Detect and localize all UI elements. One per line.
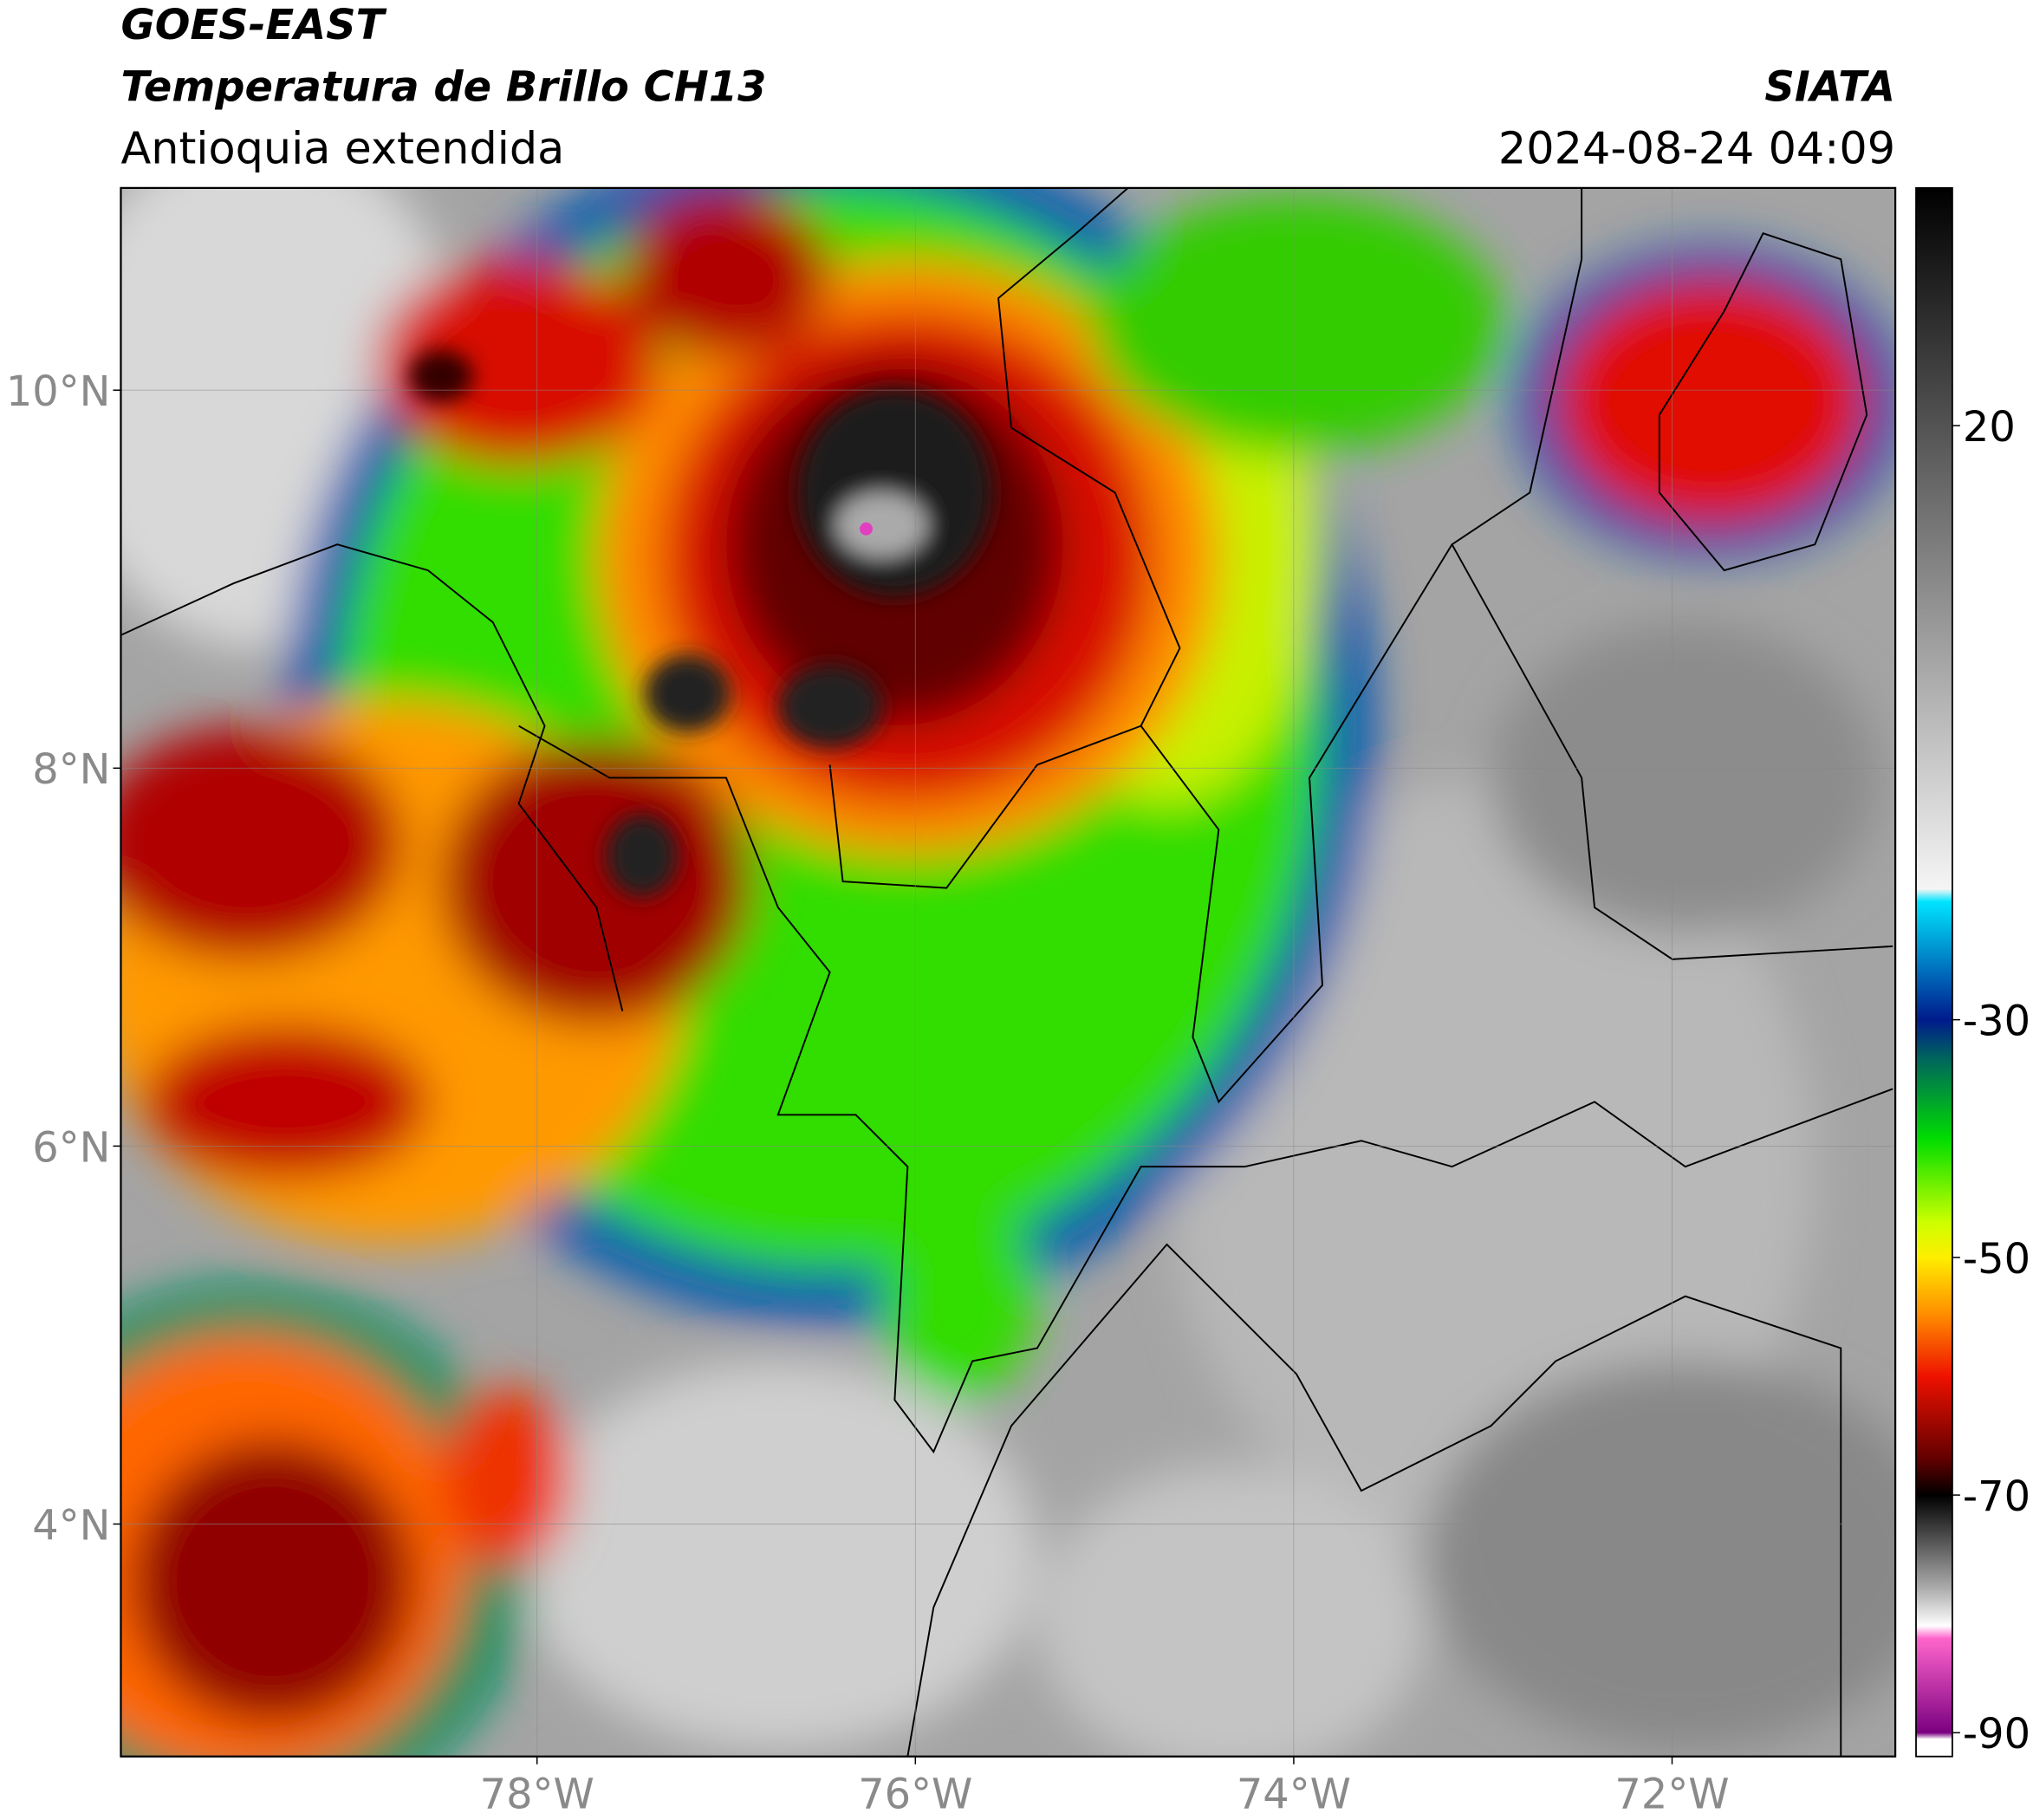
colorbar-segment: [1916, 1495, 1952, 1591]
colorbar-segment: [1916, 888, 1952, 902]
colorbar-segment: [1916, 1589, 1952, 1627]
colorbar-tick-label: 20: [1963, 404, 2016, 452]
colorbar-tick-label: -70: [1963, 1473, 2030, 1521]
map-frame: [120, 186, 1897, 1758]
colorbar-tick-label: -50: [1963, 1236, 2030, 1284]
y-tick-label: 4°N: [32, 1502, 110, 1550]
colorbar-segment: [1916, 1019, 1952, 1056]
colorbar-frame: [1915, 186, 1953, 1758]
source: SIATA: [1764, 64, 1895, 112]
colorbar-segment: [1916, 1739, 1952, 1758]
subtitle: Temperatura de Brillo CH13: [120, 64, 766, 112]
y-tick-label: 10°N: [6, 368, 111, 416]
region: Antioquia extendida: [120, 122, 564, 173]
x-tick-label: 72°W: [1614, 1771, 1729, 1819]
colorbar-segment: [1916, 1637, 1952, 1734]
colorbar-segment: [1916, 1625, 1952, 1639]
colorbar-segment: [1916, 187, 1952, 890]
x-tick-label: 74°W: [1237, 1771, 1351, 1819]
x-tick-label: 78°W: [480, 1771, 594, 1819]
x-tick-label: 76°W: [858, 1771, 972, 1819]
colorbar-tick-label: -90: [1963, 1711, 2030, 1758]
colorbar-segment: [1916, 1732, 1952, 1739]
title: GOES-EAST: [120, 2, 386, 49]
colorbar-segment: [1916, 1316, 1952, 1377]
y-tick-label: 8°N: [32, 746, 110, 794]
colorbar-segment: [1916, 1459, 1952, 1496]
y-tick-label: 6°N: [32, 1124, 110, 1172]
colorbar-tick-label: -30: [1963, 998, 2030, 1046]
colorbar: [1916, 187, 1952, 1758]
grid: [120, 187, 1896, 1757]
colorbar-segment: [1916, 1375, 1952, 1460]
colorbar-segment: [1916, 1221, 1952, 1258]
satellite-image: [120, 187, 1896, 1757]
datetime: 2024-08-24 04:09: [1498, 122, 1895, 173]
colorbar-segment: [1916, 1138, 1952, 1223]
colorbar-segment: [1916, 1055, 1952, 1140]
colorbar-segment: [1916, 1257, 1952, 1318]
colorbar-segment: [1916, 900, 1952, 1021]
